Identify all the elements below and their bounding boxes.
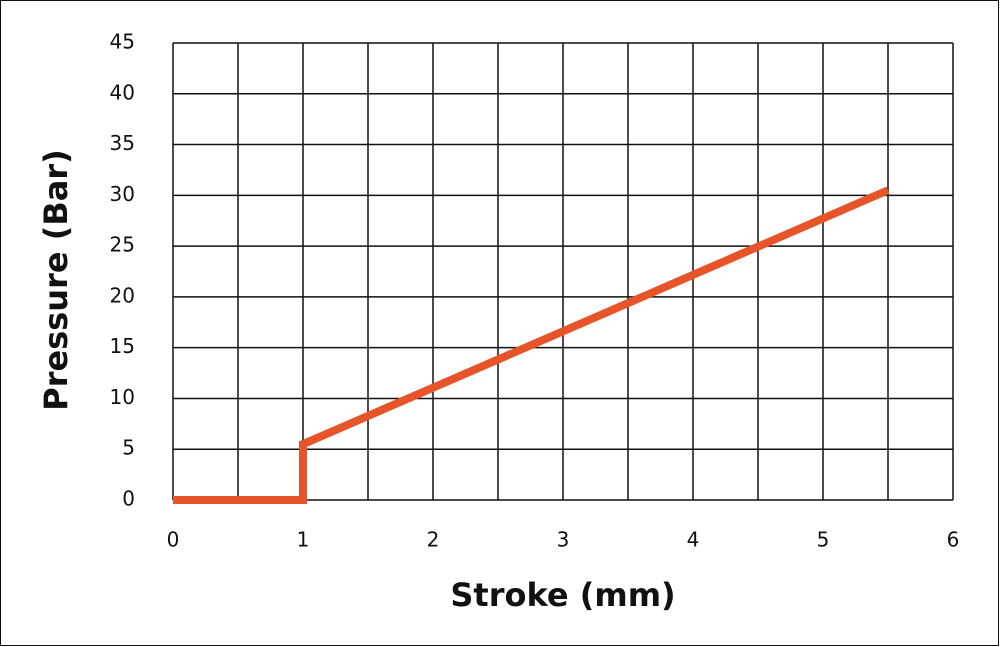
x-tick-label: 6 [947, 528, 960, 552]
x-tick-label: 2 [427, 528, 440, 552]
y-axis-title: Pressure (Bar) [37, 149, 75, 410]
x-axis-title: Stroke (mm) [450, 576, 675, 614]
y-tick-label: 40 [110, 80, 135, 104]
y-tick-label: 0 [122, 487, 135, 511]
y-tick-label: 25 [110, 233, 135, 257]
y-tick-label: 35 [110, 131, 135, 155]
x-tick-label: 5 [817, 528, 830, 552]
y-tick-label: 20 [110, 283, 135, 307]
x-tick-label: 3 [557, 528, 570, 552]
data-line [173, 186, 890, 504]
x-tick-label: 4 [687, 528, 700, 552]
y-tick-label: 10 [110, 385, 135, 409]
x-tick-label: 1 [297, 528, 310, 552]
y-tick-label: 15 [110, 334, 135, 358]
x-tick-label: 0 [167, 528, 180, 552]
y-tick-label: 45 [110, 30, 135, 54]
y-tick-label: 30 [110, 182, 135, 206]
y-tick-label: 5 [122, 436, 135, 460]
